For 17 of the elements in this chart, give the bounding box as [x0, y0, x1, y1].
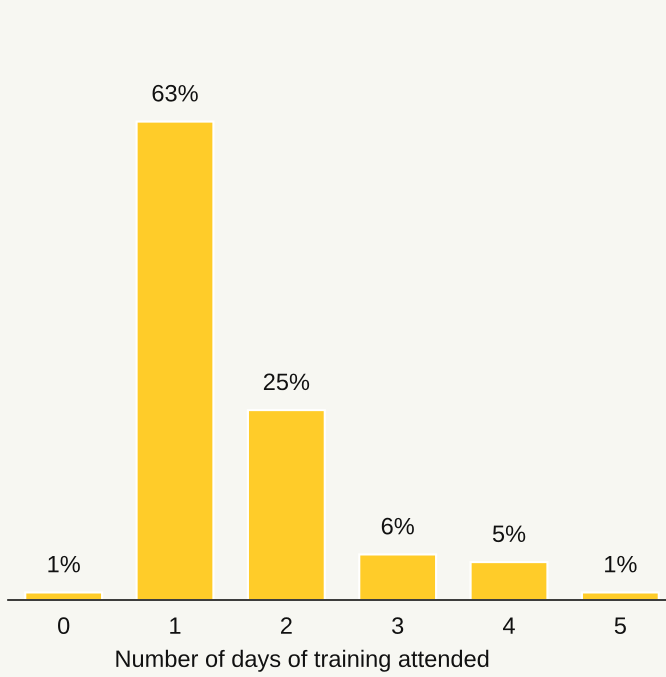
x-tick-label: 3	[392, 617, 404, 634]
x-axis-title: Number of days of training attended	[116, 650, 488, 672]
data-label: 63%	[152, 84, 198, 102]
x-tick-label: 2	[280, 617, 292, 634]
bar	[470, 560, 548, 600]
bar	[246, 409, 326, 600]
data-label: 1%	[605, 556, 637, 572]
x-tick-label: 1	[170, 618, 180, 634]
data-label: 1%	[48, 556, 80, 572]
x-tick-label: 0	[58, 617, 70, 634]
data-label: 5%	[492, 525, 526, 542]
bar	[358, 553, 438, 600]
data-label: 25%	[264, 373, 310, 390]
x-tick-label: 4	[502, 618, 515, 634]
x-tick-label: 5	[614, 618, 626, 634]
data-label: 6%	[382, 518, 414, 534]
bar	[136, 120, 214, 600]
